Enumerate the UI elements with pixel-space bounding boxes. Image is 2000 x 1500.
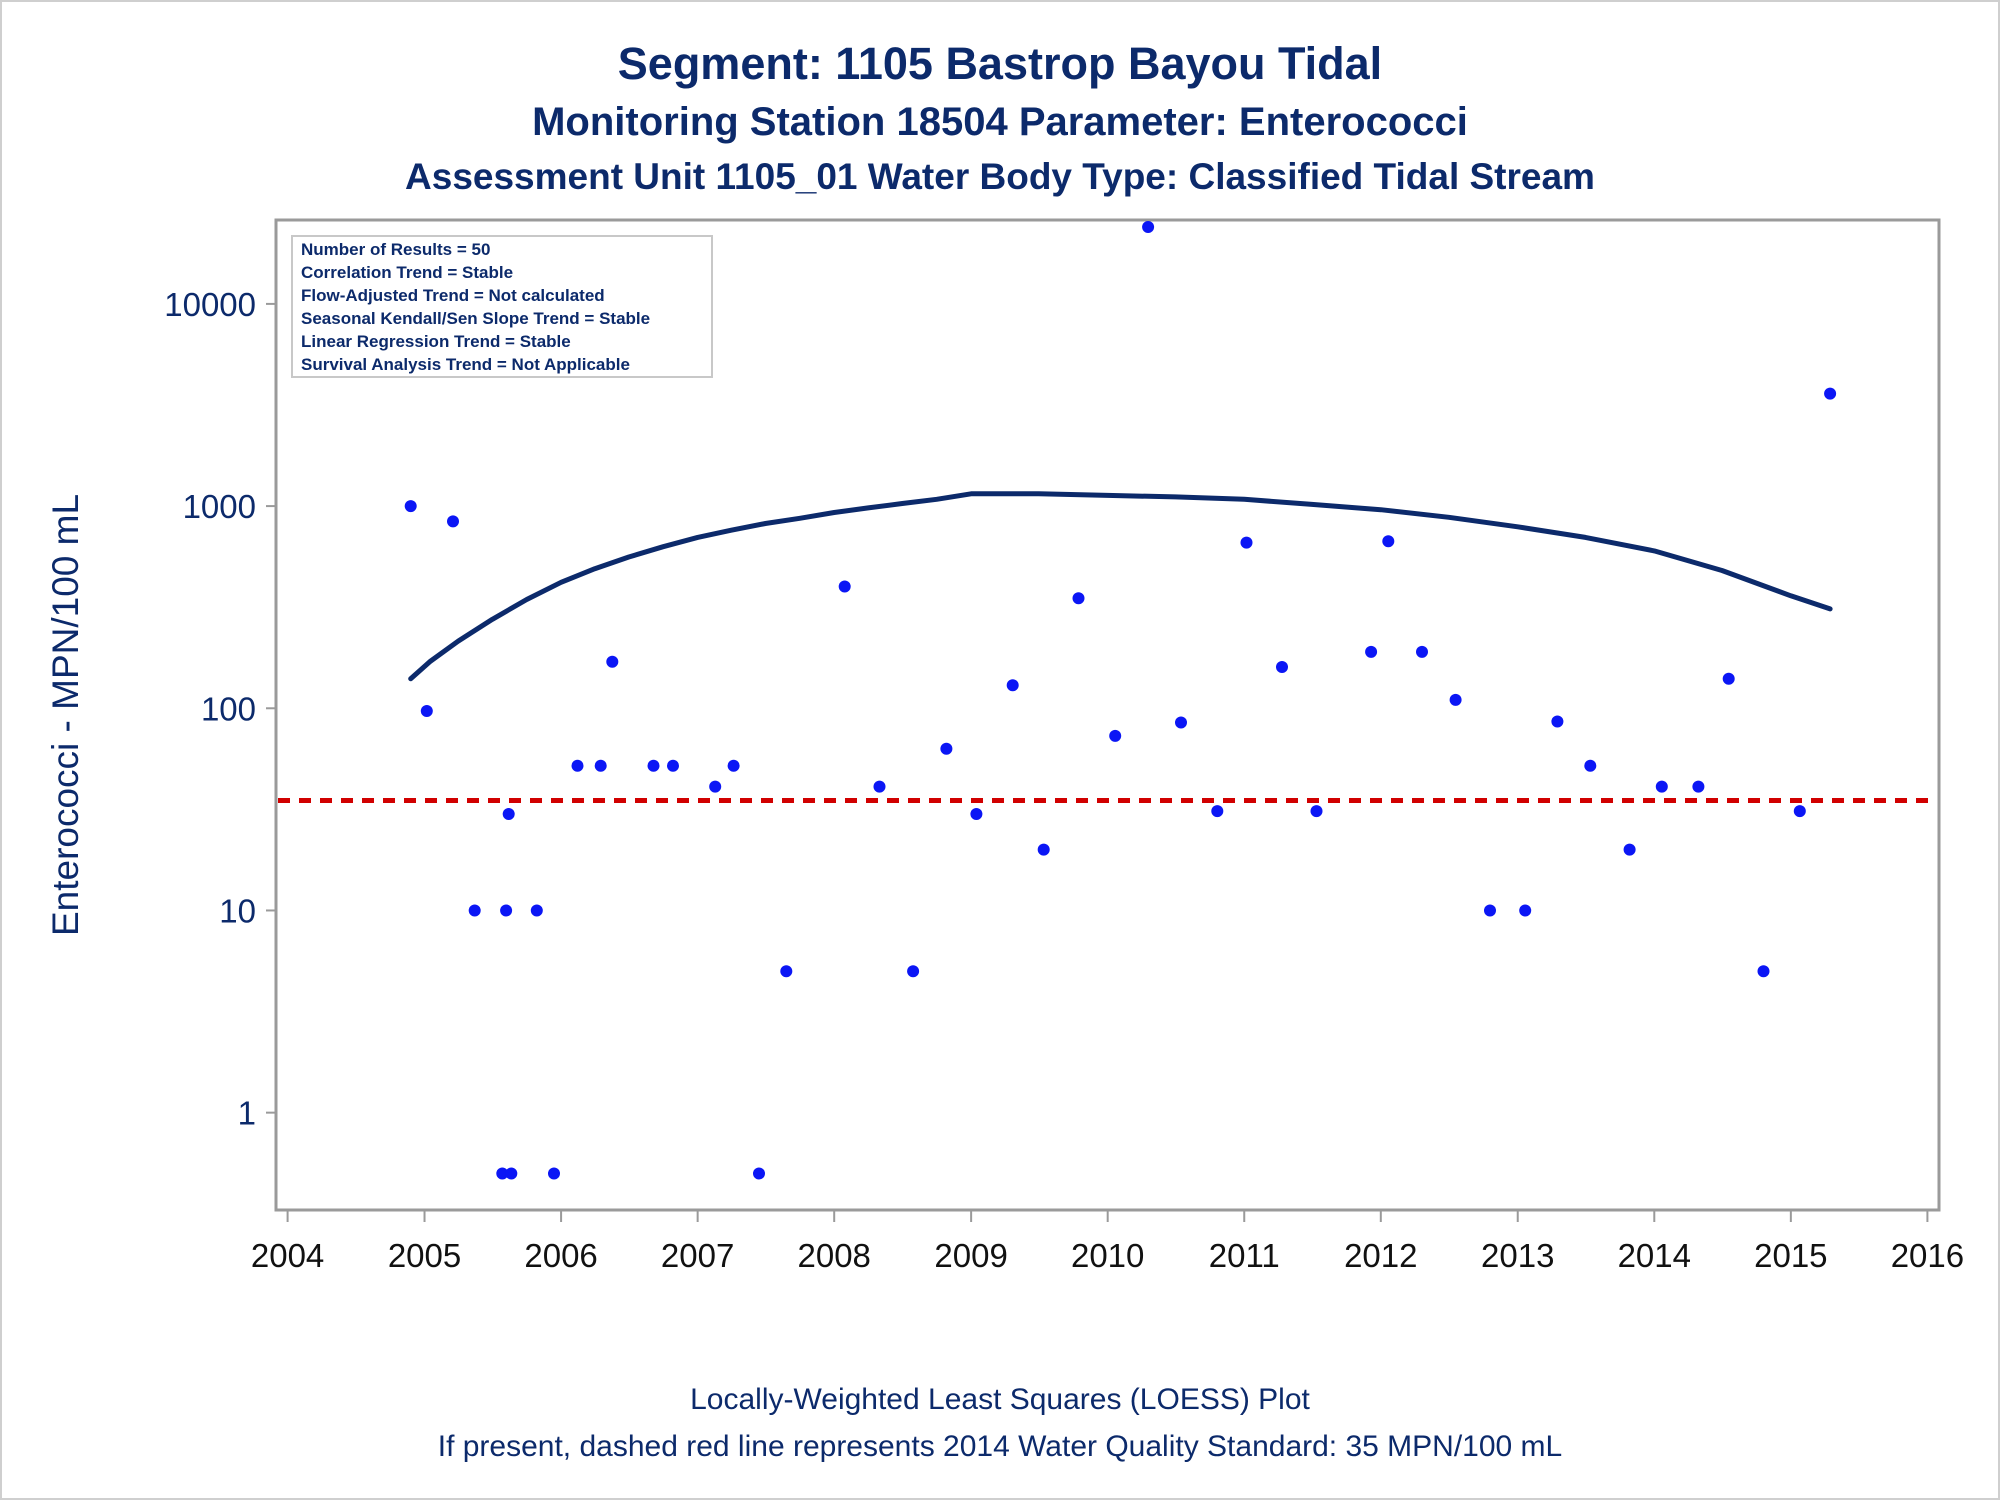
- data-point: [505, 1167, 518, 1180]
- data-point: [873, 780, 886, 793]
- data-point: [970, 808, 983, 820]
- data-point: [496, 1167, 509, 1180]
- data-point: [468, 904, 481, 917]
- trend-stats-box: Number of Results = 50 Correlation Trend…: [291, 235, 713, 378]
- x-tick-label: 2007: [661, 1237, 734, 1274]
- data-point: [606, 655, 619, 668]
- data-point: [1722, 672, 1735, 685]
- data-point: [404, 500, 417, 513]
- data-point: [500, 904, 513, 917]
- x-tick-label: 2012: [1344, 1237, 1417, 1274]
- data-point: [753, 1167, 765, 1180]
- chart-title: Segment: 1105 Bastrop Bayou Tidal: [617, 38, 1383, 89]
- data-point: [1519, 904, 1532, 917]
- data-point: [727, 759, 740, 772]
- data-point: [940, 742, 953, 755]
- x-tick-label: 2005: [388, 1237, 461, 1274]
- data-point: [1211, 805, 1224, 818]
- data-point: [447, 515, 459, 528]
- y-tick-label: 100: [201, 690, 256, 727]
- stats-line: Linear Regression Trend = Stable: [301, 332, 571, 351]
- data-point: [1310, 805, 1323, 818]
- y-tick-label: 10000: [164, 286, 256, 323]
- loess-curve: [408, 491, 1833, 682]
- loess-line: [408, 491, 1833, 682]
- data-point: [709, 780, 722, 793]
- data-point: [1365, 645, 1378, 658]
- stats-line: Correlation Trend = Stable: [301, 263, 513, 282]
- data-point: [502, 808, 515, 820]
- x-tick-label: 2011: [1209, 1237, 1280, 1274]
- x-tick-label: 2006: [524, 1237, 597, 1274]
- data-point: [1584, 759, 1597, 772]
- data-point: [1142, 221, 1155, 233]
- y-axis: 1 10 100 1000 10000: [164, 286, 276, 1132]
- stats-line: Flow-Adjusted Trend = Not calculated: [301, 286, 605, 305]
- data-point: [1382, 535, 1395, 548]
- data-point: [1072, 592, 1085, 605]
- data-point: [1623, 843, 1636, 856]
- data-point: [1416, 645, 1428, 658]
- chart-subtitle-2: Assessment Unit 1105_01 Water Body Type:…: [405, 156, 1595, 197]
- data-points: [404, 221, 1837, 1180]
- y-tick-label: 10: [219, 892, 256, 929]
- stats-line: Survival Analysis Trend = Not Applicable: [301, 355, 630, 374]
- x-tick-label: 2004: [251, 1237, 324, 1274]
- data-point: [530, 904, 543, 917]
- data-point: [1824, 387, 1837, 400]
- data-point: [1109, 729, 1122, 742]
- x-tick-label: 2009: [934, 1237, 1007, 1274]
- footnote-loess: Locally-Weighted Least Squares (LOESS) P…: [690, 1383, 1310, 1416]
- x-tick-label: 2010: [1071, 1237, 1144, 1274]
- data-point: [1793, 805, 1806, 818]
- y-tick-label: 1: [238, 1095, 256, 1132]
- data-point: [594, 759, 607, 772]
- data-point: [571, 759, 584, 772]
- stats-line: Number of Results = 50: [301, 240, 490, 259]
- data-point: [907, 965, 920, 978]
- data-point: [1449, 693, 1462, 706]
- data-point: [1551, 715, 1564, 728]
- data-point: [1037, 843, 1050, 856]
- x-tick-label: 2015: [1754, 1237, 1827, 1274]
- y-tick-label: 1000: [183, 488, 256, 525]
- data-point: [1006, 679, 1019, 692]
- y-axis-label: Enterococci - MPN/100 mL: [45, 494, 86, 936]
- data-point: [1692, 780, 1705, 793]
- data-point: [1484, 904, 1496, 917]
- data-point: [1175, 716, 1187, 729]
- footnote-standard: If present, dashed red line represents 2…: [437, 1430, 1563, 1463]
- data-point: [780, 965, 793, 978]
- chart-subtitle-1: Monitoring Station 18504 Parameter: Ente…: [532, 100, 1468, 144]
- stats-line: Seasonal Kendall/Sen Slope Trend = Stabl…: [301, 309, 650, 328]
- x-tick-label: 2014: [1618, 1237, 1691, 1274]
- data-point: [647, 759, 660, 772]
- data-point: [667, 759, 679, 772]
- x-tick-label: 2013: [1481, 1237, 1554, 1274]
- data-point: [1655, 780, 1668, 793]
- data-point: [1276, 661, 1288, 673]
- data-point: [838, 580, 851, 593]
- x-axis: 2004 2005 2006 2007 2008 2009 2010 2011 2012 2013…: [251, 1210, 1964, 1274]
- data-point: [548, 1167, 560, 1180]
- x-tick-label: 2008: [797, 1237, 870, 1274]
- data-point: [420, 705, 433, 717]
- data-point: [1240, 536, 1253, 549]
- x-tick-label: 2016: [1891, 1237, 1964, 1274]
- stats-box-border: [291, 235, 713, 378]
- data-point: [1757, 965, 1770, 978]
